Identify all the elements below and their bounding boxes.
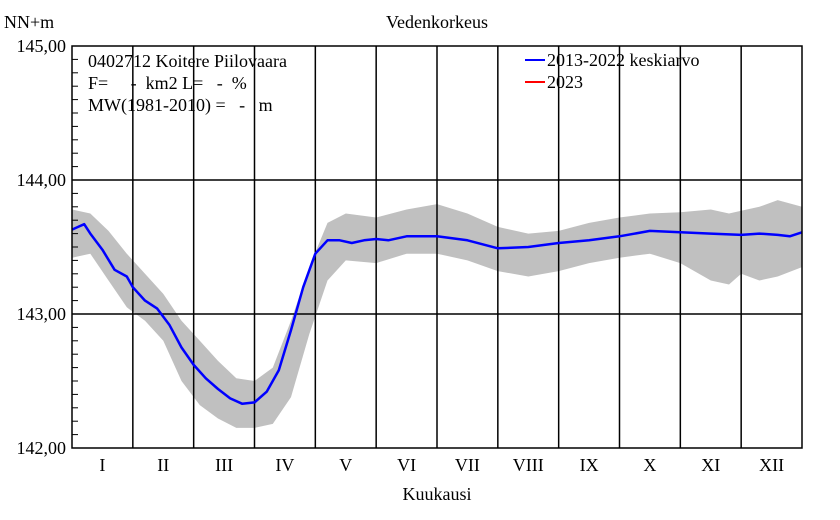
x-tick-label: V [339,455,352,475]
chart-title: Vedenkorkeus [386,12,488,32]
x-tick-label: I [99,455,105,475]
legend-label-2023: 2023 [547,72,583,92]
x-tick-label: IX [580,455,599,475]
x-tick-label: III [215,455,233,475]
legend-label-mean: 2013-2022 keskiarvo [547,50,699,70]
series-line-0 [71,222,803,406]
y-tick-label: 143,00 [17,304,67,324]
legend: 2013-2022 keskiarvo 2023 [525,50,699,92]
x-tick-label: VI [397,455,416,475]
x-tick-label: XI [701,455,720,475]
y-tick-labels: 142,00 143,00 144,00 145,00 [17,36,67,458]
y-tick-label: 145,00 [17,36,67,56]
x-tick-labels: I II III IV V VI VII VIII IX X XI XII [99,455,784,475]
x-tick-label: VIII [513,455,544,475]
series-layer [71,222,803,406]
x-axis-label: Kuukausi [403,484,472,504]
station-info: 0402712 Koitere Piilovaara F= - km2 L= -… [88,51,287,116]
grid-layer [72,46,802,448]
y-tick-label: 144,00 [17,170,67,190]
station-area: F= - km2 L= - % [88,73,247,93]
plot-area [71,45,803,449]
x-tick-label: VII [455,455,480,475]
y-tick-label: 142,00 [17,438,67,458]
x-tick-label: IV [275,455,294,475]
station-mw: MW(1981-2010) = - m [88,95,273,116]
station-name: 0402712 Koitere Piilovaara [88,51,287,71]
y-axis-label: NN+m [4,12,54,32]
y-ticks-layer [72,58,78,436]
x-tick-label: X [643,455,656,475]
x-tick-label: XII [759,455,784,475]
x-tick-label: II [157,455,169,475]
